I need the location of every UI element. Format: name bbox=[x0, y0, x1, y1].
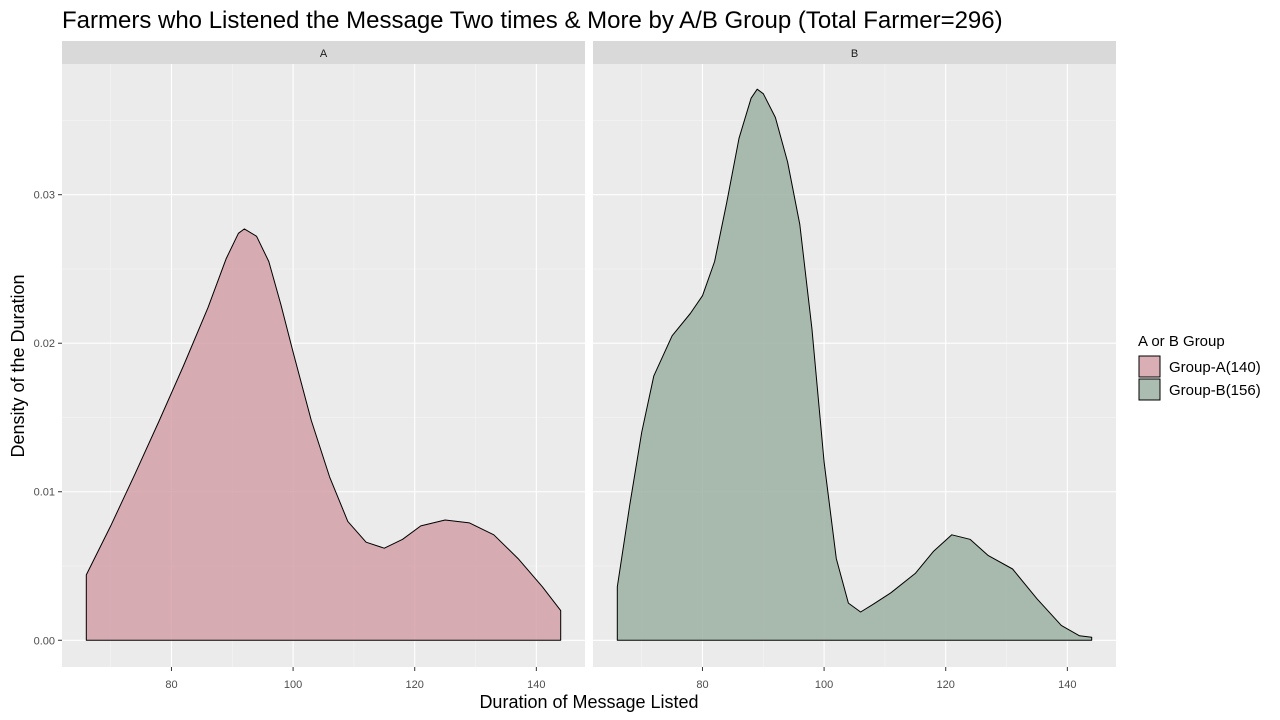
density-area-b bbox=[616, 88, 1093, 641]
y-axis: 0.00 0.01 0.02 0.03 bbox=[34, 190, 62, 647]
facet-panel-b: B 80 100 120 140 bbox=[593, 41, 1116, 691]
legend-key bbox=[1138, 355, 1161, 378]
x-tick-label: 140 bbox=[1058, 679, 1076, 691]
legend: A or B Group Group-A(140) Group-B(156) bbox=[1138, 333, 1261, 401]
x-tick-label: 80 bbox=[696, 679, 708, 691]
legend-title: A or B Group bbox=[1138, 333, 1225, 350]
y-tick-label: 0.00 bbox=[34, 635, 55, 647]
facet-strip bbox=[62, 41, 585, 64]
facet-strip-label: A bbox=[320, 48, 328, 60]
x-tick-label: 80 bbox=[165, 679, 177, 691]
y-tick-label: 0.03 bbox=[34, 190, 55, 202]
facet-panels: A 80 100 120 140 B 80 100 120 140 bbox=[62, 41, 1116, 691]
facet-strip-label: B bbox=[851, 48, 858, 60]
x-tick-label: 140 bbox=[527, 679, 545, 691]
density-area-a bbox=[85, 228, 562, 641]
y-tick-label: 0.02 bbox=[34, 338, 55, 350]
x-axis-title: Duration of Message Listed bbox=[479, 692, 698, 712]
facet-strip bbox=[593, 41, 1116, 64]
x-tick-label: 120 bbox=[406, 679, 424, 691]
chart-title: Farmers who Listened the Message Two tim… bbox=[62, 7, 1003, 34]
x-tick-label: 120 bbox=[937, 679, 955, 691]
y-axis-title: Density of the Duration bbox=[8, 274, 28, 457]
facet-panel-a: A 80 100 120 140 bbox=[62, 41, 585, 691]
y-tick-label: 0.01 bbox=[34, 487, 55, 499]
x-tick-label: 100 bbox=[284, 679, 302, 691]
legend-label: Group-A(140) bbox=[1169, 359, 1261, 376]
legend-key bbox=[1138, 378, 1161, 401]
legend-label: Group-B(156) bbox=[1169, 382, 1261, 399]
x-tick-label: 100 bbox=[815, 679, 833, 691]
